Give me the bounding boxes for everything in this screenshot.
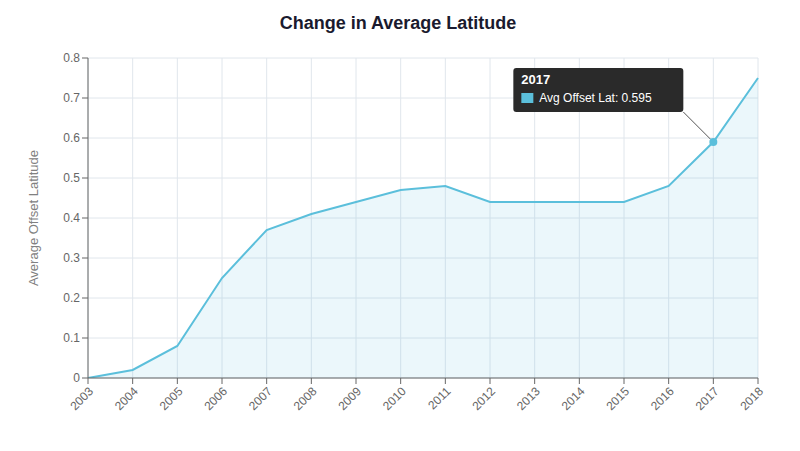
svg-text:0.1: 0.1: [63, 331, 80, 345]
svg-text:0.7: 0.7: [63, 91, 80, 105]
svg-text:2018: 2018: [737, 384, 766, 413]
svg-text:2017: 2017: [693, 384, 722, 413]
svg-text:2008: 2008: [291, 384, 320, 413]
svg-text:0.2: 0.2: [63, 291, 80, 305]
svg-text:2007: 2007: [246, 384, 275, 413]
svg-text:2004: 2004: [112, 384, 141, 413]
html-text:Change in Average Latitude: Change in Average Latitude: [279, 13, 517, 33]
svg-text:Avg Offset Lat: 0.595: Avg Offset Lat: 0.595: [539, 91, 652, 105]
svg-text:2015: 2015: [603, 384, 632, 413]
svg-text:Average Offset Latitude: Average Offset Latitude: [26, 150, 41, 286]
svg-text:2011: 2011: [425, 384, 453, 412]
svg-text:2014: 2014: [559, 384, 588, 413]
svg-text:0.6: 0.6: [63, 131, 80, 145]
svg-text:0.8: 0.8: [63, 51, 80, 65]
svg-text:0.4: 0.4: [63, 211, 80, 225]
svg-text:0: 0: [73, 371, 80, 385]
svg-text:2009: 2009: [335, 384, 364, 413]
svg-text:0.3: 0.3: [63, 251, 80, 265]
svg-text:2005: 2005: [157, 384, 186, 413]
svg-text:2006: 2006: [201, 384, 230, 413]
svg-text:2012: 2012: [469, 384, 498, 413]
svg-text:2017: 2017: [521, 72, 550, 87]
svg-text:2003: 2003: [67, 384, 96, 413]
svg-text:2013: 2013: [514, 384, 543, 413]
svg-text:2016: 2016: [648, 384, 677, 413]
svg-text:2010: 2010: [380, 384, 409, 413]
svg-text:0.5: 0.5: [63, 171, 80, 185]
